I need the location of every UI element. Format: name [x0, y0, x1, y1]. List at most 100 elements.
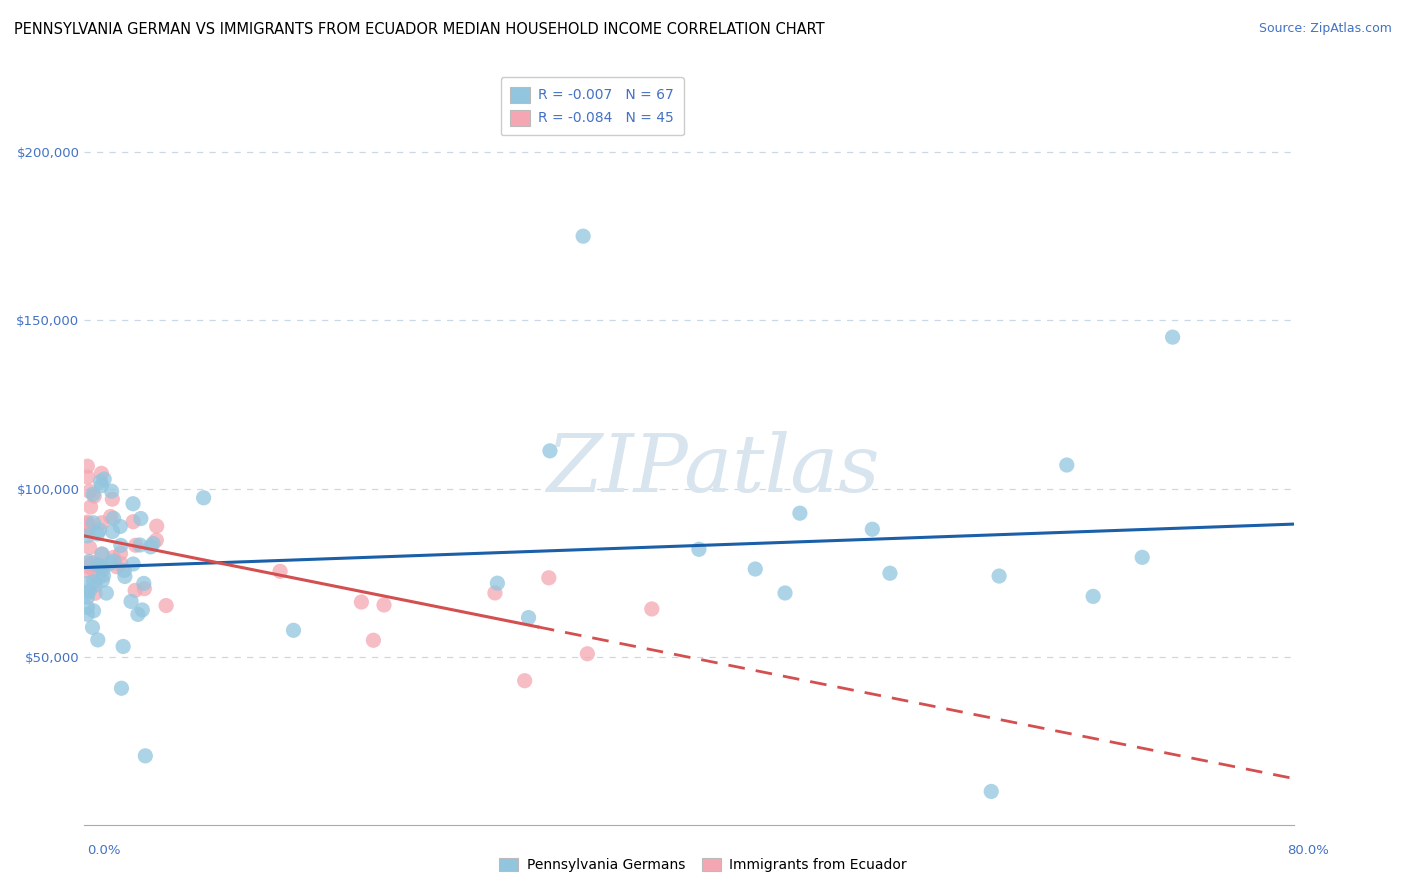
Point	[879, 566, 901, 581]
Point	[103, 511, 125, 525]
Point	[76, 529, 98, 543]
Point	[103, 550, 125, 565]
Point	[77, 554, 100, 568]
Legend: R = -0.007   N = 67, R = -0.084   N = 45: R = -0.007 N = 67, R = -0.084 N = 45	[501, 77, 683, 136]
Point	[83, 489, 105, 503]
Point	[110, 546, 132, 560]
Point	[124, 583, 146, 598]
Point	[145, 533, 167, 548]
Point	[82, 487, 104, 501]
Point	[82, 556, 104, 570]
Point	[93, 568, 115, 582]
Point	[76, 515, 98, 529]
Point	[76, 600, 98, 615]
Text: PENNSYLVANIA GERMAN VS IMMIGRANTS FROM ECUADOR MEDIAN HOUSEHOLD INCOME CORRELATI: PENNSYLVANIA GERMAN VS IMMIGRANTS FROM E…	[14, 22, 825, 37]
Point	[283, 624, 305, 638]
Text: ZIPatlas: ZIPatlas	[547, 431, 880, 508]
Point	[122, 557, 145, 571]
Point	[101, 524, 124, 539]
Point	[641, 602, 664, 616]
Point	[84, 578, 107, 592]
Point	[86, 558, 108, 572]
Point	[112, 640, 135, 654]
Point	[513, 673, 536, 688]
Point	[860, 522, 883, 536]
Point	[131, 603, 153, 617]
Point	[82, 620, 104, 634]
Point	[110, 519, 132, 533]
Point	[110, 557, 132, 571]
Point	[145, 519, 167, 533]
Point	[789, 506, 811, 520]
Point	[110, 681, 132, 696]
Point	[980, 784, 1002, 798]
Text: Source: ZipAtlas.com: Source: ZipAtlas.com	[1258, 22, 1392, 36]
Point	[90, 516, 112, 530]
Point	[91, 547, 114, 561]
Point	[127, 607, 149, 622]
Point	[114, 569, 136, 583]
Point	[105, 559, 128, 574]
Point	[79, 522, 101, 536]
Point	[139, 540, 162, 554]
Point	[744, 562, 766, 576]
Point	[484, 586, 506, 600]
Point	[155, 599, 177, 613]
Point	[103, 554, 125, 568]
Point	[77, 556, 100, 570]
Point	[537, 571, 560, 585]
Point	[122, 497, 145, 511]
Point	[82, 516, 104, 530]
Point	[538, 443, 561, 458]
Point	[101, 492, 124, 507]
Point	[79, 584, 101, 599]
Point	[76, 516, 98, 531]
Point	[120, 594, 142, 608]
Point	[79, 500, 101, 514]
Point	[100, 556, 122, 570]
Point	[89, 475, 111, 489]
Point	[122, 515, 145, 529]
Point	[79, 484, 101, 499]
Point	[193, 491, 215, 505]
Point	[76, 585, 98, 599]
Point	[1161, 330, 1184, 344]
Point	[129, 511, 152, 525]
Point	[76, 522, 98, 536]
Point	[110, 538, 132, 552]
Point	[773, 586, 796, 600]
Point	[89, 559, 111, 574]
Point	[76, 520, 98, 534]
Y-axis label: Median Household Income: Median Household Income	[0, 363, 3, 547]
Point	[76, 564, 98, 578]
Point	[576, 647, 599, 661]
Point	[132, 576, 155, 591]
Point	[76, 470, 98, 484]
Point	[91, 562, 114, 576]
Point	[688, 542, 710, 557]
Point	[100, 509, 122, 524]
Point	[87, 570, 110, 584]
Point	[96, 586, 118, 600]
Point	[112, 564, 135, 578]
Point	[100, 484, 122, 499]
Point	[77, 559, 100, 574]
Point	[1056, 458, 1078, 472]
Point	[90, 547, 112, 561]
Point	[269, 564, 291, 578]
Point	[517, 610, 540, 624]
Point	[124, 538, 146, 552]
Point	[988, 569, 1011, 583]
Text: 80.0%: 80.0%	[1286, 844, 1329, 856]
Point	[134, 748, 156, 763]
Point	[128, 538, 150, 552]
Point	[82, 564, 104, 578]
Point	[76, 607, 98, 622]
Point	[93, 472, 115, 486]
Point	[90, 467, 112, 481]
Point	[83, 604, 105, 618]
Point	[84, 586, 107, 600]
Point	[350, 595, 373, 609]
Point	[76, 576, 98, 591]
Point	[83, 574, 105, 589]
